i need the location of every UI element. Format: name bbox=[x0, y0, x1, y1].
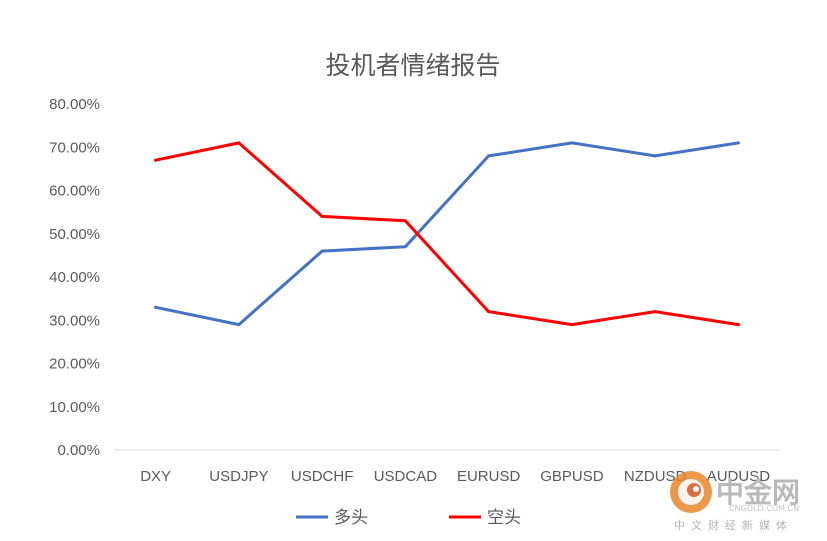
y-tick-label: 40.00% bbox=[49, 269, 100, 286]
y-tick-label: 60.00% bbox=[49, 183, 100, 200]
x-tick-label: NZDUSD bbox=[624, 468, 687, 485]
data-point bbox=[736, 323, 740, 327]
data-point bbox=[653, 310, 657, 314]
watermark-tagline: 中文财经新媒体 bbox=[674, 518, 793, 532]
data-point bbox=[154, 158, 158, 162]
y-tick-label: 80.00% bbox=[49, 96, 100, 113]
series-lines bbox=[154, 141, 740, 327]
data-point bbox=[403, 219, 407, 223]
legend-label: 多头 bbox=[334, 508, 368, 528]
x-tick-label: DXY bbox=[140, 468, 171, 485]
data-point bbox=[487, 310, 491, 314]
y-axis: 0.00% 10.00% 20.00% 30.00% 40.00% 50.00% 60.00… bbox=[49, 96, 100, 459]
watermark: 中金网 CNGOLD.COM.CN 中文财经新媒体 bbox=[670, 471, 800, 532]
data-point bbox=[570, 323, 574, 327]
data-point bbox=[154, 305, 158, 309]
swirl-logo-icon bbox=[670, 471, 712, 513]
y-tick-label: 20.00% bbox=[49, 356, 100, 373]
legend-label: 空头 bbox=[487, 508, 521, 528]
chart-title: 投机者情绪报告 bbox=[325, 51, 500, 80]
data-point bbox=[320, 249, 324, 253]
x-tick-label: USDCHF bbox=[291, 468, 354, 485]
y-tick-label: 10.00% bbox=[49, 399, 100, 416]
data-point bbox=[237, 323, 241, 327]
legend: 多头 空头 bbox=[296, 508, 521, 528]
x-tick-label: USDCAD bbox=[374, 468, 438, 485]
y-tick-label: 70.00% bbox=[49, 139, 100, 156]
x-tick-label: AUDUSD bbox=[707, 468, 771, 485]
data-point bbox=[403, 245, 407, 249]
series-line bbox=[154, 141, 740, 327]
y-tick-label: 0.00% bbox=[57, 442, 100, 459]
series-line bbox=[154, 141, 740, 327]
watermark-brand: 中金网 bbox=[716, 476, 800, 509]
data-point bbox=[487, 154, 491, 158]
y-tick-label: 30.00% bbox=[49, 312, 100, 329]
x-tick-label: USDJPY bbox=[209, 468, 268, 485]
data-point bbox=[570, 141, 574, 145]
y-tick-label: 50.00% bbox=[49, 226, 100, 243]
data-point bbox=[237, 141, 241, 145]
x-axis: DXY USDJPY USDCHF USDCAD EURUSD GBPUSD NZDUSD A… bbox=[114, 449, 780, 485]
data-point bbox=[736, 141, 740, 145]
watermark-domain: CNGOLD.COM.CN bbox=[729, 504, 799, 513]
x-tick-label: EURUSD bbox=[457, 468, 521, 485]
x-tick-label: GBPUSD bbox=[540, 468, 604, 485]
data-point bbox=[653, 154, 657, 158]
data-point bbox=[320, 214, 324, 218]
